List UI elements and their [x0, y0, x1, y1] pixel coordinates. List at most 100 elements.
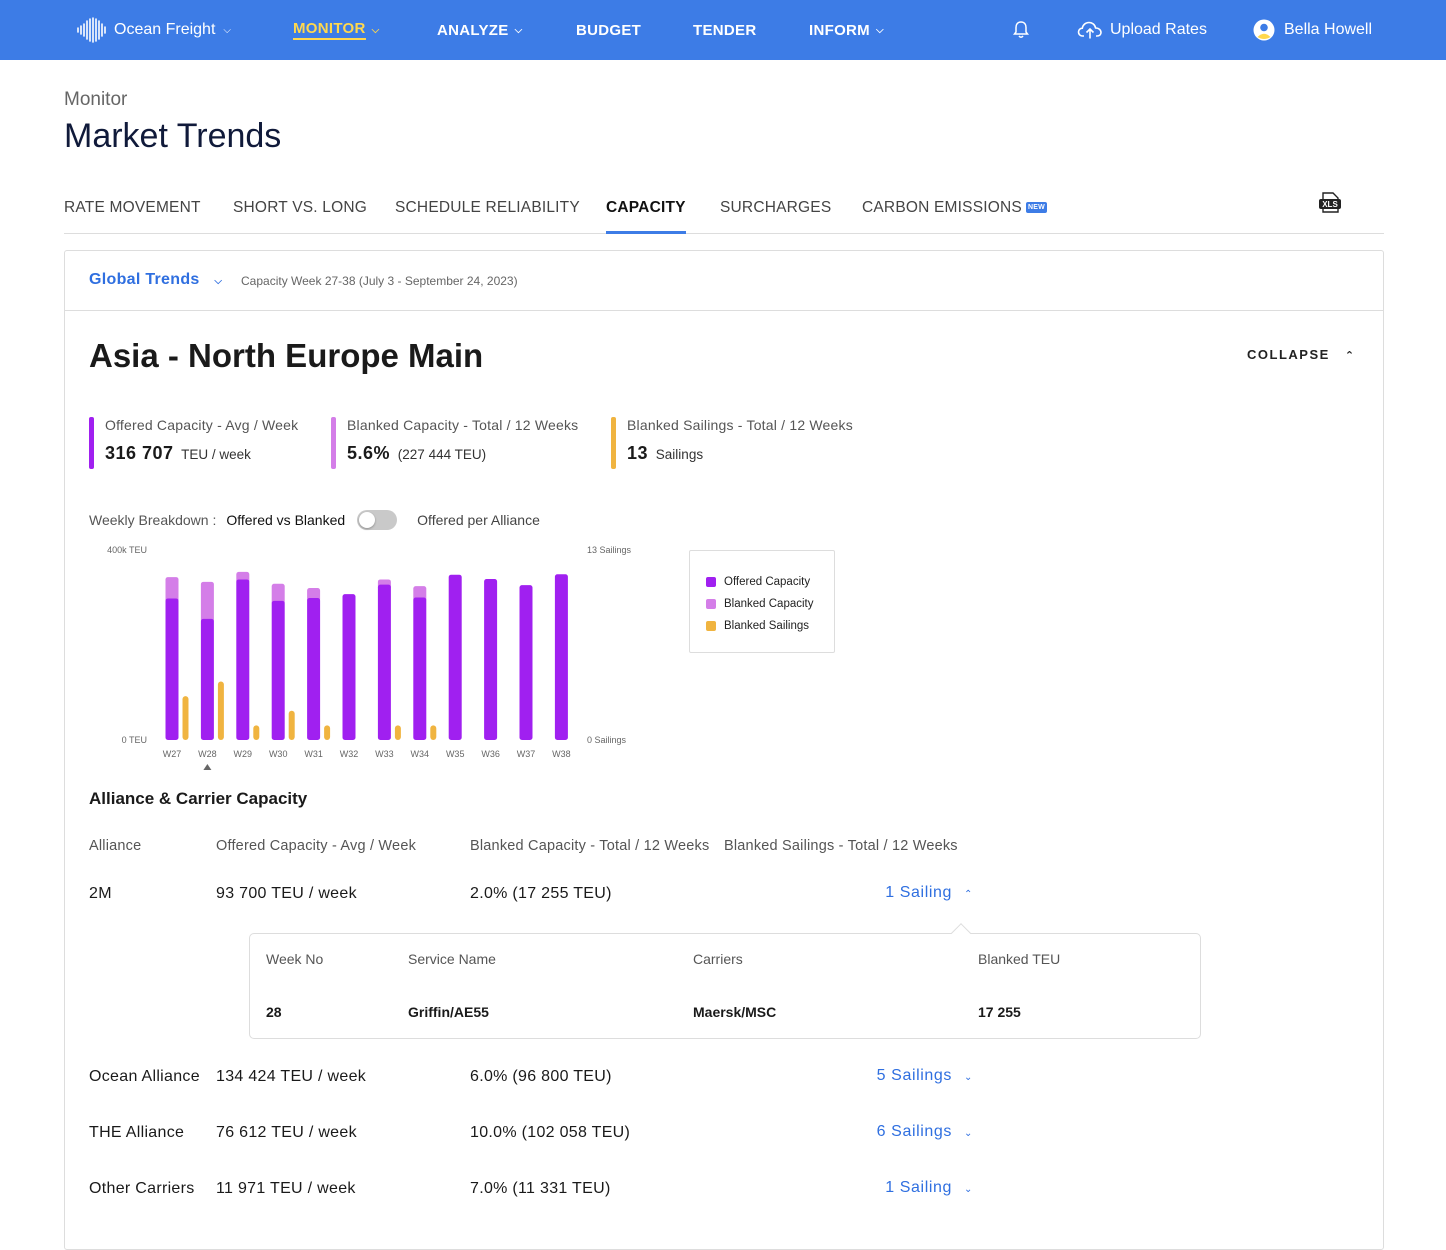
chevron-down-icon: ⌵ — [214, 276, 223, 287]
x-tick-label: W27 — [163, 749, 182, 759]
chevron-down-icon: ⌄ — [964, 1072, 973, 1083]
toggle-knob — [359, 512, 376, 528]
xls-export-icon[interactable]: XLS — [1318, 192, 1342, 214]
tab-carbon-emissions[interactable]: CARBON EMISSIONS NEW — [862, 199, 1047, 234]
card-header: Global Trends ⌵ Capacity Week 27-38 (Jul… — [65, 251, 1383, 311]
offered-capacity-bar — [448, 574, 462, 740]
y-axis-top-label: 400k TEU — [107, 545, 147, 555]
user-menu[interactable]: Bella Howell — [1253, 0, 1372, 60]
alliance-offered: 76 612 TEU / week — [216, 1124, 357, 1141]
legend-label: Offered Capacity — [724, 576, 811, 588]
alliance-blanked: 2.0% (17 255 TEU) — [470, 885, 612, 902]
nav-analyze[interactable]: ANALYZE ⌵ — [437, 0, 522, 60]
blanked-sailings-bar — [253, 725, 260, 740]
collapse-label: COLLAPSE — [1247, 347, 1330, 362]
brand-logo-icon — [77, 17, 106, 43]
capacity-period: Capacity Week 27-38 (July 3 - September … — [241, 274, 518, 288]
chevron-down-icon: ⌵ — [223, 24, 231, 36]
sailings-toggle[interactable]: 1 Sailing ⌃ — [805, 884, 973, 902]
x-tick-label: W36 — [481, 749, 500, 759]
chart-legend: Offered Capacity Blanked Capacity Blanke… — [689, 550, 835, 653]
blanked-sailings-bar — [182, 696, 189, 740]
sailings-label: 1 Sailing — [885, 1179, 953, 1196]
legend-label: Blanked Capacity — [724, 598, 814, 610]
tab-schedule-reliability[interactable]: SCHEDULE RELIABILITY — [395, 199, 580, 216]
alliance-section-title: Alliance & Carrier Capacity — [89, 789, 308, 808]
alliance-blanked: 10.0% (102 058 TEU) — [470, 1124, 631, 1141]
legend-swatch — [706, 577, 716, 587]
bell-icon — [1013, 21, 1029, 38]
offered-capacity-bar — [342, 594, 356, 740]
tab-short-vs-long[interactable]: SHORT VS. LONG — [233, 199, 368, 216]
legend-swatch — [706, 621, 716, 631]
kpi-blanked-capacity: Blanked Capacity - Total / 12 Weeks 5.6%… — [331, 417, 578, 469]
offered-capacity-bar — [236, 579, 250, 740]
nav-tender[interactable]: TENDER — [693, 0, 756, 60]
blanked-sailings-bar — [394, 725, 401, 740]
kpi-label: Offered Capacity - Avg / Week — [105, 417, 299, 433]
sailings-toggle[interactable]: 5 Sailings ⌄ — [805, 1067, 973, 1085]
detail-header-carriers: Carriers — [693, 951, 743, 967]
breadcrumb: Monitor — [64, 89, 128, 110]
notifications-button[interactable] — [1012, 0, 1030, 60]
user-name: Bella Howell — [1284, 21, 1373, 38]
sailings-toggle[interactable]: 1 Sailing ⌄ — [805, 1179, 973, 1197]
blanked-capacity-bar — [165, 577, 179, 603]
col-header-blanked-sailings: Blanked Sailings - Total / 12 Weeks — [724, 838, 958, 854]
detail-week: 28 — [266, 1004, 282, 1020]
tab-surcharges[interactable]: SURCHARGES — [720, 199, 832, 216]
offered-capacity-bar — [413, 597, 427, 740]
weekly-breakdown-label: Weekly Breakdown : — [89, 512, 217, 528]
x-tick-label: W38 — [552, 749, 571, 759]
nav-analyze-label: ANALYZE — [437, 21, 509, 39]
tab-bar: RATE MOVEMENT SHORT VS. LONG SCHEDULE RE… — [64, 190, 1384, 234]
detail-header-blanked-teu: Blanked TEU — [978, 951, 1061, 967]
tab-carbon-emissions-label: CARBON EMISSIONS — [862, 199, 1022, 216]
collapse-button[interactable]: COLLAPSE ⌃ — [1247, 347, 1356, 362]
brand-menu[interactable]: Ocean Freight ⌵ — [76, 0, 231, 60]
kpi-label: Blanked Sailings - Total / 12 Weeks — [627, 417, 853, 433]
cloud-upload-icon — [1077, 21, 1102, 39]
option-offered-vs-blanked[interactable]: Offered vs Blanked — [226, 512, 346, 528]
tab-rate-movement[interactable]: RATE MOVEMENT — [64, 199, 201, 216]
kpi-value: 5.6% — [347, 443, 391, 463]
kpi-value-line: 316 707 TEU / week — [105, 443, 298, 464]
panel-notch — [951, 923, 971, 943]
nav-monitor-label: MONITOR — [293, 20, 366, 40]
kpi-color-bar — [611, 417, 616, 469]
y2-axis-bottom-label: 0 Sailings — [587, 735, 627, 745]
kpi-color-bar — [331, 417, 336, 469]
chevron-down-icon: ⌄ — [964, 1128, 973, 1139]
upload-rates-button[interactable]: Upload Rates — [1077, 0, 1207, 60]
nav-monitor[interactable]: MONITOR ⌵ — [293, 0, 380, 60]
col-header-blanked-capacity: Blanked Capacity - Total / 12 Weeks — [470, 838, 710, 854]
option-offered-per-alliance[interactable]: Offered per Alliance — [417, 512, 540, 528]
kpi-color-bar — [89, 417, 94, 469]
nav-inform[interactable]: INFORM ⌵ — [809, 0, 884, 60]
tab-capacity[interactable]: CAPACITY — [606, 199, 686, 234]
alliance-name: 2M — [89, 885, 112, 902]
global-trends-dropdown[interactable]: Global Trends ⌵ — [89, 271, 222, 289]
selected-week-marker-icon — [203, 764, 212, 770]
kpi-unit: TEU / week — [181, 447, 251, 462]
nav-budget[interactable]: BUDGET — [576, 0, 641, 60]
capacity-chart: 400k TEU 0 TEU 13 Sailings 0 Sailings W27 W28… — [107, 545, 632, 770]
alliance-name: Other Carriers — [89, 1180, 195, 1197]
sailings-toggle[interactable]: 6 Sailings ⌄ — [805, 1123, 973, 1141]
sailings-label: 1 Sailing — [885, 884, 953, 901]
offered-capacity-bar — [484, 578, 498, 740]
x-tick-label: W32 — [340, 749, 359, 759]
kpi-unit: Sailings — [655, 447, 704, 462]
kpi-blanked-sailings: Blanked Sailings - Total / 12 Weeks 13 S… — [611, 417, 853, 469]
nav-tender-label: TENDER — [693, 21, 757, 39]
chevron-down-icon: ⌵ — [514, 24, 523, 36]
sailings-label: 6 Sailings — [876, 1123, 953, 1140]
offered-capacity-bar — [519, 585, 533, 740]
x-tick-label: W37 — [517, 749, 536, 759]
legend-item-offered: Offered Capacity — [706, 571, 834, 593]
sailings-label: 5 Sailings — [876, 1067, 953, 1084]
kpi-offered-capacity: Offered Capacity - Avg / Week 316 707 TE… — [89, 417, 298, 469]
breakdown-toggle[interactable] — [357, 510, 398, 530]
new-badge: NEW — [1025, 202, 1047, 213]
weekly-breakdown-switch: Weekly Breakdown : Offered vs Blanked Of… — [89, 510, 540, 530]
